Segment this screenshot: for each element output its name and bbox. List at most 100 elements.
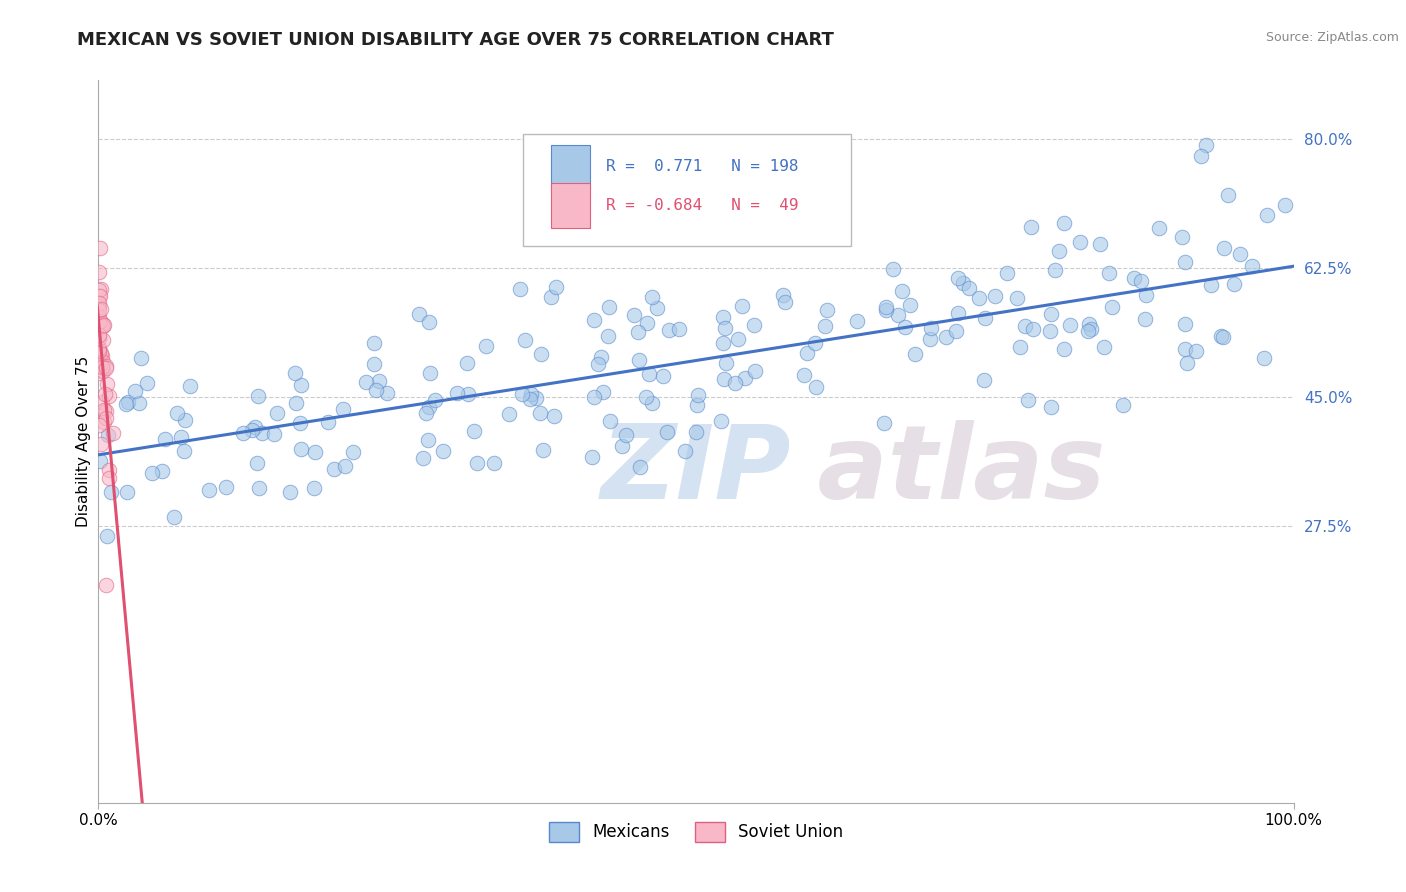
Point (724, 376, 747, 390)
Point (457, 386, 479, 401)
Point (519, 392, 541, 406)
Point (875, 300, 897, 314)
Point (375, 386, 398, 401)
Point (1088, 236, 1111, 251)
Point (96, 529, 118, 543)
Point (1174, 342, 1197, 356)
Point (891, 285, 914, 299)
Point (655, 425, 678, 439)
Point (796, 345, 818, 359)
Point (266, 406, 288, 420)
Point (94, 404, 117, 418)
Text: R = -0.684   N =  49: R = -0.684 N = 49 (606, 198, 799, 213)
Point (945, 325, 967, 339)
Point (419, 366, 441, 380)
Point (1005, 291, 1028, 305)
Point (412, 451, 434, 466)
Point (153, 433, 176, 447)
Text: R =  0.771   N = 198: R = 0.771 N = 198 (606, 160, 799, 175)
Point (533, 442, 555, 457)
Point (731, 299, 754, 313)
Point (173, 444, 195, 458)
Point (1185, 344, 1208, 359)
Point (845, 314, 868, 328)
Point (1201, 278, 1223, 293)
Point (685, 425, 707, 440)
Point (288, 416, 311, 430)
Point (368, 374, 391, 388)
Point (93, 415, 115, 429)
Point (215, 480, 238, 494)
Point (540, 290, 562, 304)
Point (90, 358, 112, 372)
Point (1133, 312, 1156, 326)
Point (882, 261, 904, 276)
Point (636, 316, 658, 330)
Point (94, 361, 117, 376)
Point (90, 282, 112, 296)
Point (89, 296, 111, 310)
Point (711, 310, 734, 325)
Point (1195, 137, 1218, 152)
Point (101, 426, 124, 441)
Point (240, 423, 263, 437)
Point (332, 402, 354, 417)
Point (115, 396, 138, 410)
Point (484, 456, 506, 470)
Point (285, 396, 308, 410)
Point (136, 376, 159, 391)
Point (87, 342, 110, 356)
Point (89, 242, 111, 256)
Point (1170, 230, 1192, 244)
Point (246, 456, 269, 470)
Point (935, 330, 957, 344)
Point (91, 349, 114, 363)
Point (87, 310, 110, 324)
Point (465, 456, 488, 470)
Point (1017, 393, 1039, 408)
Point (117, 395, 139, 409)
Point (98, 389, 121, 403)
Point (952, 276, 974, 290)
Point (974, 311, 997, 326)
Point (686, 398, 709, 412)
Point (995, 267, 1018, 281)
Point (91, 364, 114, 378)
Point (583, 313, 606, 327)
Point (89, 314, 111, 328)
Point (87, 366, 110, 380)
Point (91, 317, 114, 331)
Point (173, 412, 195, 426)
Point (1189, 149, 1212, 163)
Point (614, 428, 637, 442)
Point (1053, 216, 1076, 230)
Point (1253, 351, 1275, 365)
Point (1092, 340, 1115, 354)
Point (89, 350, 111, 364)
Point (524, 391, 547, 405)
Point (894, 320, 917, 334)
Text: Source: ZipAtlas.com: Source: ZipAtlas.com (1265, 31, 1399, 45)
Point (1174, 255, 1197, 269)
Point (583, 391, 606, 405)
Point (290, 378, 312, 392)
FancyBboxPatch shape (551, 183, 589, 227)
Point (1111, 398, 1133, 412)
Point (1223, 277, 1246, 291)
Point (87, 284, 110, 298)
Point (509, 282, 531, 296)
Point (714, 320, 737, 334)
Point (87, 341, 110, 355)
Point (589, 350, 612, 364)
Point (475, 339, 498, 353)
Point (418, 400, 440, 414)
Point (284, 366, 307, 380)
Point (89, 289, 111, 303)
Point (793, 368, 815, 383)
Point (333, 458, 356, 473)
Point (673, 444, 696, 458)
Point (87, 299, 110, 313)
Point (1274, 198, 1296, 212)
Point (1043, 262, 1066, 277)
Point (423, 393, 446, 408)
